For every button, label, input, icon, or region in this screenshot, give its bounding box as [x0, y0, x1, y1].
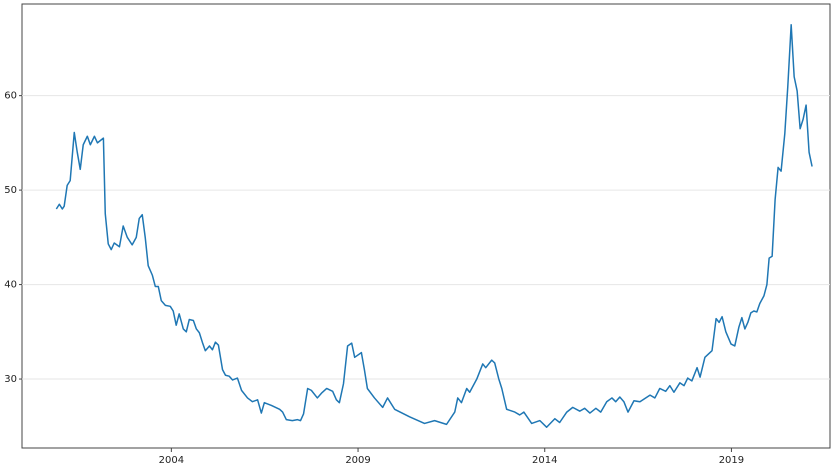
y-tick-label: 60 [4, 91, 17, 102]
x-tick-label: 2009 [345, 455, 370, 466]
x-tick-label: 2014 [532, 455, 557, 466]
y-tick-label: 30 [4, 374, 17, 385]
plot-frame [21, 3, 831, 449]
data-line [55, 24, 813, 428]
y-tick-label: 40 [4, 280, 17, 291]
x-tick-label: 2004 [159, 455, 184, 466]
y-tick-label: 50 [4, 185, 17, 196]
x-tick-label: 2019 [719, 455, 744, 466]
